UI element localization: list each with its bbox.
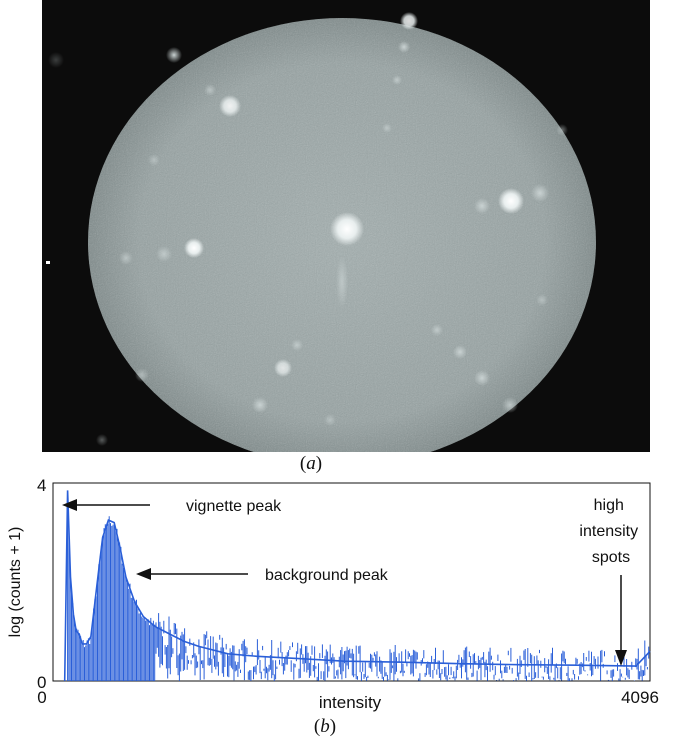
diffraction-spots bbox=[96, 12, 568, 446]
annotation-label: background peak bbox=[265, 567, 389, 584]
histogram-chart: 4 0 0 4096 intensity log (counts + 1) vi… bbox=[7, 476, 659, 712]
stray-pixel bbox=[46, 261, 50, 264]
y-tick-label: 0 bbox=[37, 673, 46, 692]
diffraction-image bbox=[42, 0, 650, 452]
annotation-high-intensity: high intensity spots bbox=[579, 497, 642, 666]
left-edge-blobs bbox=[48, 52, 64, 68]
y-axis-label: log (counts + 1) bbox=[7, 527, 24, 638]
x-tick-label: 0 bbox=[37, 688, 46, 707]
annotation-label: high bbox=[594, 497, 624, 514]
annotation-background: background peak bbox=[136, 567, 389, 584]
y-tick-label: 4 bbox=[37, 476, 46, 495]
central-spot bbox=[330, 212, 364, 246]
svg-text:high intensity spo: high intensity spots bbox=[579, 497, 642, 566]
x-axis-label: intensity bbox=[319, 693, 382, 712]
annotation-label: intensity bbox=[579, 523, 638, 540]
annotation-vignette: vignette peak bbox=[62, 498, 282, 515]
caption-b: (b) bbox=[313, 716, 337, 737]
annotation-label: spots bbox=[592, 549, 630, 566]
histogram-series bbox=[63, 490, 651, 682]
caption-a: (a) bbox=[299, 453, 323, 474]
annotation-label: vignette peak bbox=[186, 498, 282, 515]
x-tick-label: 4096 bbox=[621, 688, 659, 707]
histogram-noise bbox=[67, 496, 650, 681]
plot-frame bbox=[52, 482, 651, 682]
specular-streak bbox=[336, 256, 348, 308]
